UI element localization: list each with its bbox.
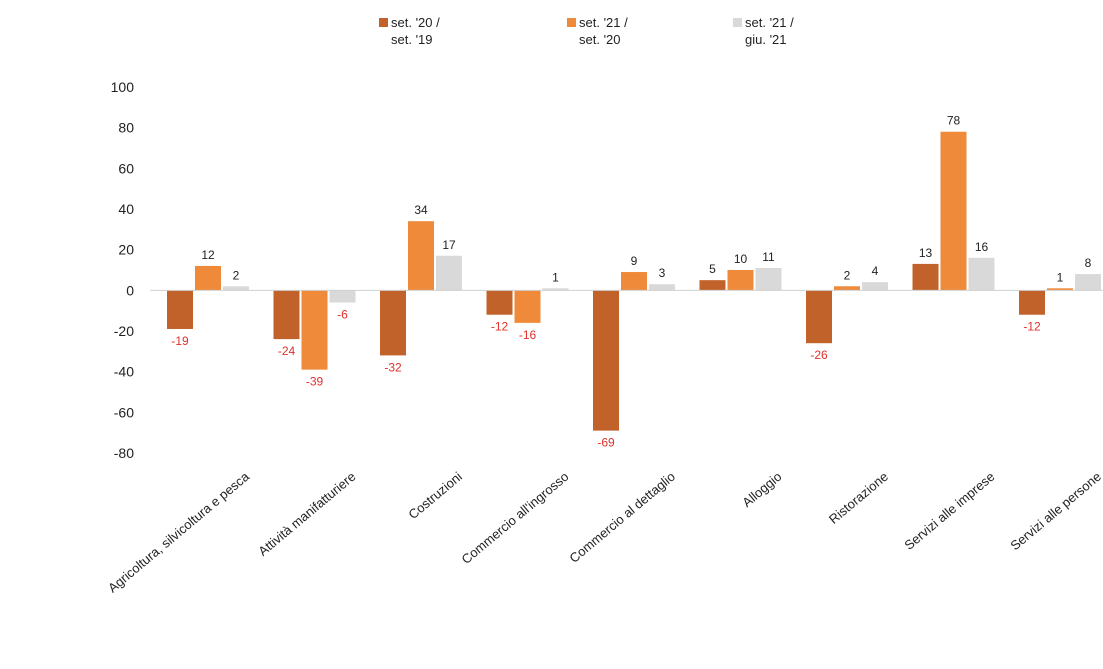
category-label: Agricoltura, silvicoltura e pesca — [105, 468, 252, 595]
data-label: 17 — [442, 238, 456, 252]
bar — [649, 284, 675, 291]
y-tick-label: 20 — [118, 242, 134, 258]
data-label: -12 — [491, 320, 509, 334]
category-label: Alloggio — [739, 469, 784, 510]
y-tick-label: 100 — [111, 79, 135, 95]
bar — [542, 288, 569, 291]
bar — [1019, 290, 1045, 315]
bar — [1075, 274, 1101, 291]
category-label: Servizi alle persone — [1007, 469, 1103, 553]
bar — [223, 286, 249, 291]
bar — [621, 272, 647, 291]
data-label: -24 — [278, 344, 296, 358]
bar — [968, 257, 995, 291]
y-tick-label: -40 — [114, 364, 134, 380]
legend-label: set. '21 / — [745, 15, 794, 30]
bar — [380, 290, 406, 356]
y-tick-label: 80 — [118, 120, 134, 136]
data-label: -6 — [337, 308, 348, 322]
data-label: 1 — [1057, 270, 1064, 284]
bar — [408, 221, 434, 291]
bar — [167, 290, 193, 329]
data-label: -26 — [810, 348, 828, 362]
category-label: Commercio al dettaglio — [566, 469, 677, 566]
category-label: Ristorazione — [826, 469, 891, 527]
data-label: -69 — [597, 436, 615, 450]
legend-swatch — [733, 18, 742, 27]
data-label: -16 — [519, 328, 537, 342]
bar — [195, 265, 221, 291]
data-label: 10 — [734, 252, 748, 266]
bar — [1047, 288, 1073, 291]
bar — [912, 263, 939, 291]
data-label: 8 — [1085, 256, 1092, 270]
bar — [727, 270, 754, 291]
data-label: 2 — [233, 268, 240, 282]
category-label: Costruzioni — [405, 469, 465, 522]
legend-swatch — [379, 18, 388, 27]
data-label: 78 — [947, 114, 961, 128]
bar — [329, 290, 356, 303]
bar — [436, 255, 462, 291]
y-tick-label: -60 — [114, 404, 134, 420]
data-label: 5 — [709, 262, 716, 276]
data-label: -32 — [384, 360, 402, 374]
data-label: 4 — [872, 264, 879, 278]
bar — [301, 290, 328, 370]
y-tick-label: -80 — [114, 445, 134, 461]
legend-label: set. '20 / — [391, 15, 440, 30]
data-label: 11 — [762, 250, 775, 264]
data-label: -19 — [171, 334, 189, 348]
category-label: Attività manifatturiere — [255, 469, 358, 559]
data-label: 2 — [844, 268, 851, 282]
legend-label: set. '19 — [391, 32, 433, 47]
data-label: -12 — [1023, 320, 1041, 334]
bar — [834, 286, 860, 291]
y-tick-label: 40 — [118, 201, 134, 217]
legend-label: set. '21 / — [579, 15, 628, 30]
y-tick-label: -20 — [114, 323, 134, 339]
data-label: 12 — [201, 248, 215, 262]
bar — [806, 290, 832, 344]
bar — [273, 290, 300, 340]
data-label: 34 — [414, 203, 428, 217]
legend-label: giu. '21 — [745, 32, 787, 47]
category-label: Servizi alle imprese — [901, 469, 997, 553]
data-label: 1 — [552, 270, 559, 284]
category-label: Commercio all'ingrosso — [459, 469, 572, 567]
y-tick-label: 60 — [118, 160, 134, 176]
data-label: 16 — [975, 240, 989, 254]
bar — [593, 290, 619, 431]
legend-label: set. '20 — [579, 32, 621, 47]
bar — [862, 282, 888, 291]
data-label: 13 — [919, 246, 933, 260]
y-tick-label: 0 — [126, 282, 134, 298]
bar — [486, 290, 513, 315]
bar — [514, 290, 541, 323]
data-label: 3 — [659, 266, 666, 280]
bar — [940, 131, 967, 291]
data-label: 9 — [631, 254, 638, 268]
bar — [755, 267, 782, 291]
legend-swatch — [567, 18, 576, 27]
bar — [699, 280, 726, 291]
data-label: -39 — [306, 375, 324, 389]
